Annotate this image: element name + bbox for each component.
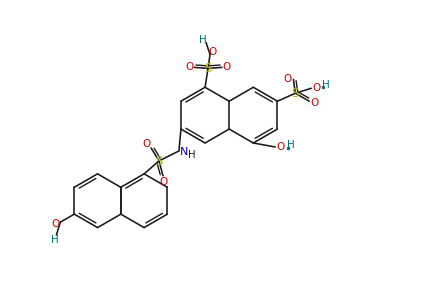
Text: N: N [179, 147, 187, 157]
Text: O: O [207, 47, 215, 57]
Text: H: H [50, 235, 58, 245]
Text: O: O [310, 98, 318, 108]
Text: O: O [141, 139, 150, 149]
Text: O: O [311, 83, 319, 93]
Text: O: O [283, 74, 291, 84]
Text: S: S [204, 62, 211, 75]
Text: O: O [51, 219, 59, 229]
Text: O: O [159, 177, 167, 187]
Text: H: H [199, 34, 206, 44]
Text: O: O [184, 62, 193, 72]
Text: H: H [286, 140, 294, 150]
Text: S: S [155, 155, 163, 168]
Text: H: H [187, 150, 195, 160]
Text: O: O [276, 142, 284, 152]
Text: S: S [291, 87, 298, 100]
Text: O: O [222, 62, 230, 72]
Text: H: H [322, 80, 329, 90]
